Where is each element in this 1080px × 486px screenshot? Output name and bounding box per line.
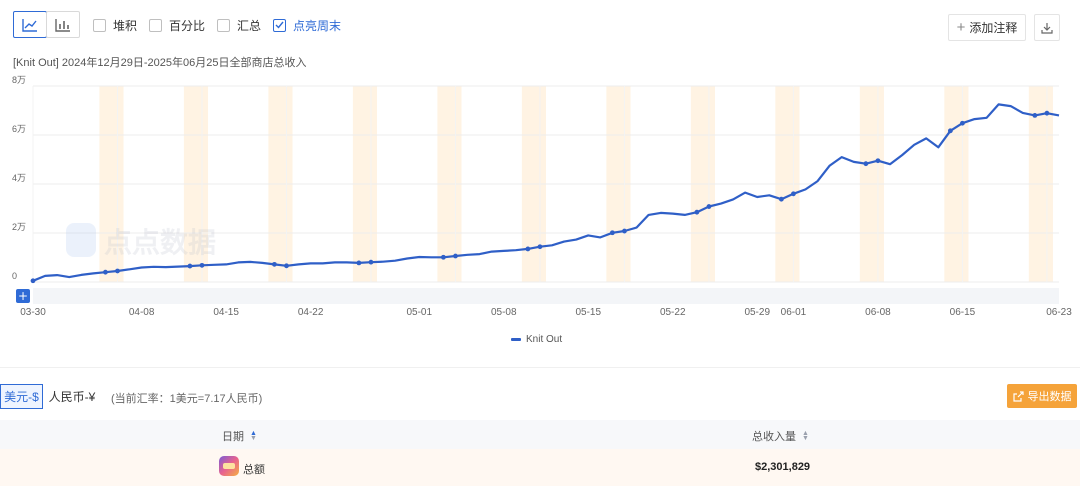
- data-point[interactable]: [356, 260, 362, 266]
- currency-usd-button[interactable]: 美元-$: [0, 384, 43, 409]
- x-tick-label: 05-01: [406, 307, 432, 318]
- data-point[interactable]: [537, 244, 543, 250]
- data-point[interactable]: [453, 253, 458, 259]
- total-row-label: 总额: [243, 464, 265, 476]
- data-point[interactable]: [187, 263, 193, 269]
- chart-grid: [32, 85, 1059, 283]
- range-slider-track[interactable]: [33, 288, 1059, 304]
- x-tick-label: 05-08: [491, 307, 517, 318]
- legend-swatch: [511, 338, 521, 341]
- data-point[interactable]: [694, 209, 700, 215]
- app-icon: [219, 456, 239, 476]
- data-point[interactable]: [778, 196, 784, 202]
- x-tick-label: 03-30: [20, 307, 46, 318]
- table-row: 总额 $2,301,829: [0, 449, 1080, 486]
- chart-title: [Knit Out] 2024年12月29日-2025年06月25日全部商店总收…: [13, 57, 307, 69]
- data-point[interactable]: [1044, 110, 1050, 116]
- series-knit-out: [30, 103, 1060, 284]
- data-point[interactable]: [863, 161, 869, 167]
- highlight-weekend-option[interactable]: 点亮周末: [273, 17, 341, 33]
- x-tick-label: 04-08: [129, 307, 155, 318]
- y-axis: 0 2万 4万 6万 8万: [12, 75, 26, 281]
- plus-icon: +: [956, 18, 966, 36]
- stack-checkbox[interactable]: [93, 18, 106, 32]
- x-tick-label: 06-08: [865, 307, 891, 318]
- x-tick-label: 06-23: [1046, 307, 1072, 318]
- revenue-line-chart: 0 2万 4万 6万 8万 03-30 04-08 04-15 04-22 05-01 05-08…: [12, 75, 1072, 318]
- data-point[interactable]: [1032, 113, 1038, 118]
- data-point[interactable]: [199, 262, 205, 268]
- stack-label: 堆积: [113, 18, 138, 33]
- x-tick-label: 06-01: [781, 307, 807, 318]
- y-tick-label: 6万: [12, 124, 26, 134]
- data-point[interactable]: [875, 158, 881, 164]
- data-point[interactable]: [441, 254, 446, 260]
- data-point[interactable]: [622, 228, 627, 234]
- x-tick-label: 05-15: [575, 307, 601, 318]
- stack-option[interactable]: 堆积: [93, 17, 137, 33]
- range-slider-handle[interactable]: +: [16, 289, 30, 303]
- data-point[interactable]: [791, 191, 796, 197]
- data-point[interactable]: [30, 278, 36, 284]
- currency-rmb-button[interactable]: 人民币-¥: [48, 390, 96, 404]
- x-tick-label: 04-15: [213, 307, 239, 318]
- bar-chart-button[interactable]: [46, 11, 80, 38]
- y-tick-label: 0: [12, 271, 17, 281]
- line-chart-button[interactable]: [13, 11, 47, 38]
- watermark: 点点数据: [66, 223, 216, 259]
- data-point[interactable]: [272, 261, 277, 267]
- toolbar: 堆积 百分比 汇总 点亮周末 + 添加注释: [0, 0, 1080, 50]
- download-button[interactable]: [1034, 14, 1060, 41]
- x-tick-label: 04-22: [298, 307, 324, 318]
- percent-checkbox[interactable]: [149, 18, 162, 32]
- data-point[interactable]: [947, 128, 953, 134]
- sort-icon[interactable]: ▲ ▼: [250, 430, 257, 442]
- add-annotation-label: 添加注释: [969, 21, 1018, 35]
- export-data-button[interactable]: 导出数据: [1007, 384, 1077, 408]
- svg-text:点点数据: 点点数据: [104, 226, 216, 259]
- highlight-weekend-checkbox[interactable]: [273, 18, 286, 32]
- add-annotation-button[interactable]: + 添加注释: [948, 14, 1026, 41]
- data-point[interactable]: [115, 268, 120, 274]
- y-tick-label: 2万: [12, 222, 26, 232]
- table-header: 日期 ▲ ▼ 总收入量 ▲ ▼: [0, 420, 1080, 449]
- sum-label: 汇总: [237, 18, 262, 33]
- x-tick-label: 06-15: [950, 307, 976, 318]
- export-icon: [1012, 390, 1024, 402]
- sum-option[interactable]: 汇总: [217, 17, 261, 33]
- y-tick-label: 4万: [12, 173, 26, 183]
- total-row-value: $2,301,829: [755, 461, 811, 473]
- line-chart-icon: [22, 18, 37, 32]
- data-point[interactable]: [706, 204, 712, 209]
- bar-chart-icon: [55, 18, 70, 32]
- percent-option[interactable]: 百分比: [149, 17, 205, 33]
- svg-text:+: +: [18, 289, 28, 303]
- section-divider: [0, 367, 1080, 368]
- download-icon: [1041, 22, 1053, 34]
- data-point[interactable]: [103, 269, 108, 275]
- percent-label: 百分比: [169, 18, 206, 33]
- x-tick-label: 05-22: [660, 307, 686, 318]
- sort-icon[interactable]: ▲ ▼: [802, 430, 809, 442]
- data-point[interactable]: [609, 230, 615, 236]
- date-column-header[interactable]: 日期 ▲ ▼: [222, 428, 257, 444]
- x-axis: 03-30 04-08 04-15 04-22 05-01 05-08 05-15 05-22…: [20, 307, 1072, 318]
- highlight-weekend-label: 点亮周末: [293, 18, 342, 33]
- total-revenue-column-header[interactable]: 总收入量 ▲ ▼: [752, 428, 809, 444]
- x-tick-label: 05-29: [744, 307, 770, 318]
- data-point[interactable]: [525, 246, 531, 252]
- data-point[interactable]: [368, 259, 374, 265]
- data-point[interactable]: [960, 120, 965, 126]
- total-revenue-column-label: 总收入量: [752, 431, 796, 443]
- check-icon: [275, 21, 284, 29]
- sum-checkbox[interactable]: [217, 18, 230, 32]
- export-data-label: 导出数据: [1027, 391, 1072, 403]
- data-point[interactable]: [284, 263, 289, 269]
- legend[interactable]: Knit Out: [511, 334, 562, 345]
- legend-label: Knit Out: [526, 334, 563, 345]
- exchange-rate-note: (当前汇率：1美元=7.17人民币): [111, 393, 263, 405]
- date-column-label: 日期: [222, 431, 244, 443]
- y-tick-label: 8万: [12, 75, 26, 85]
